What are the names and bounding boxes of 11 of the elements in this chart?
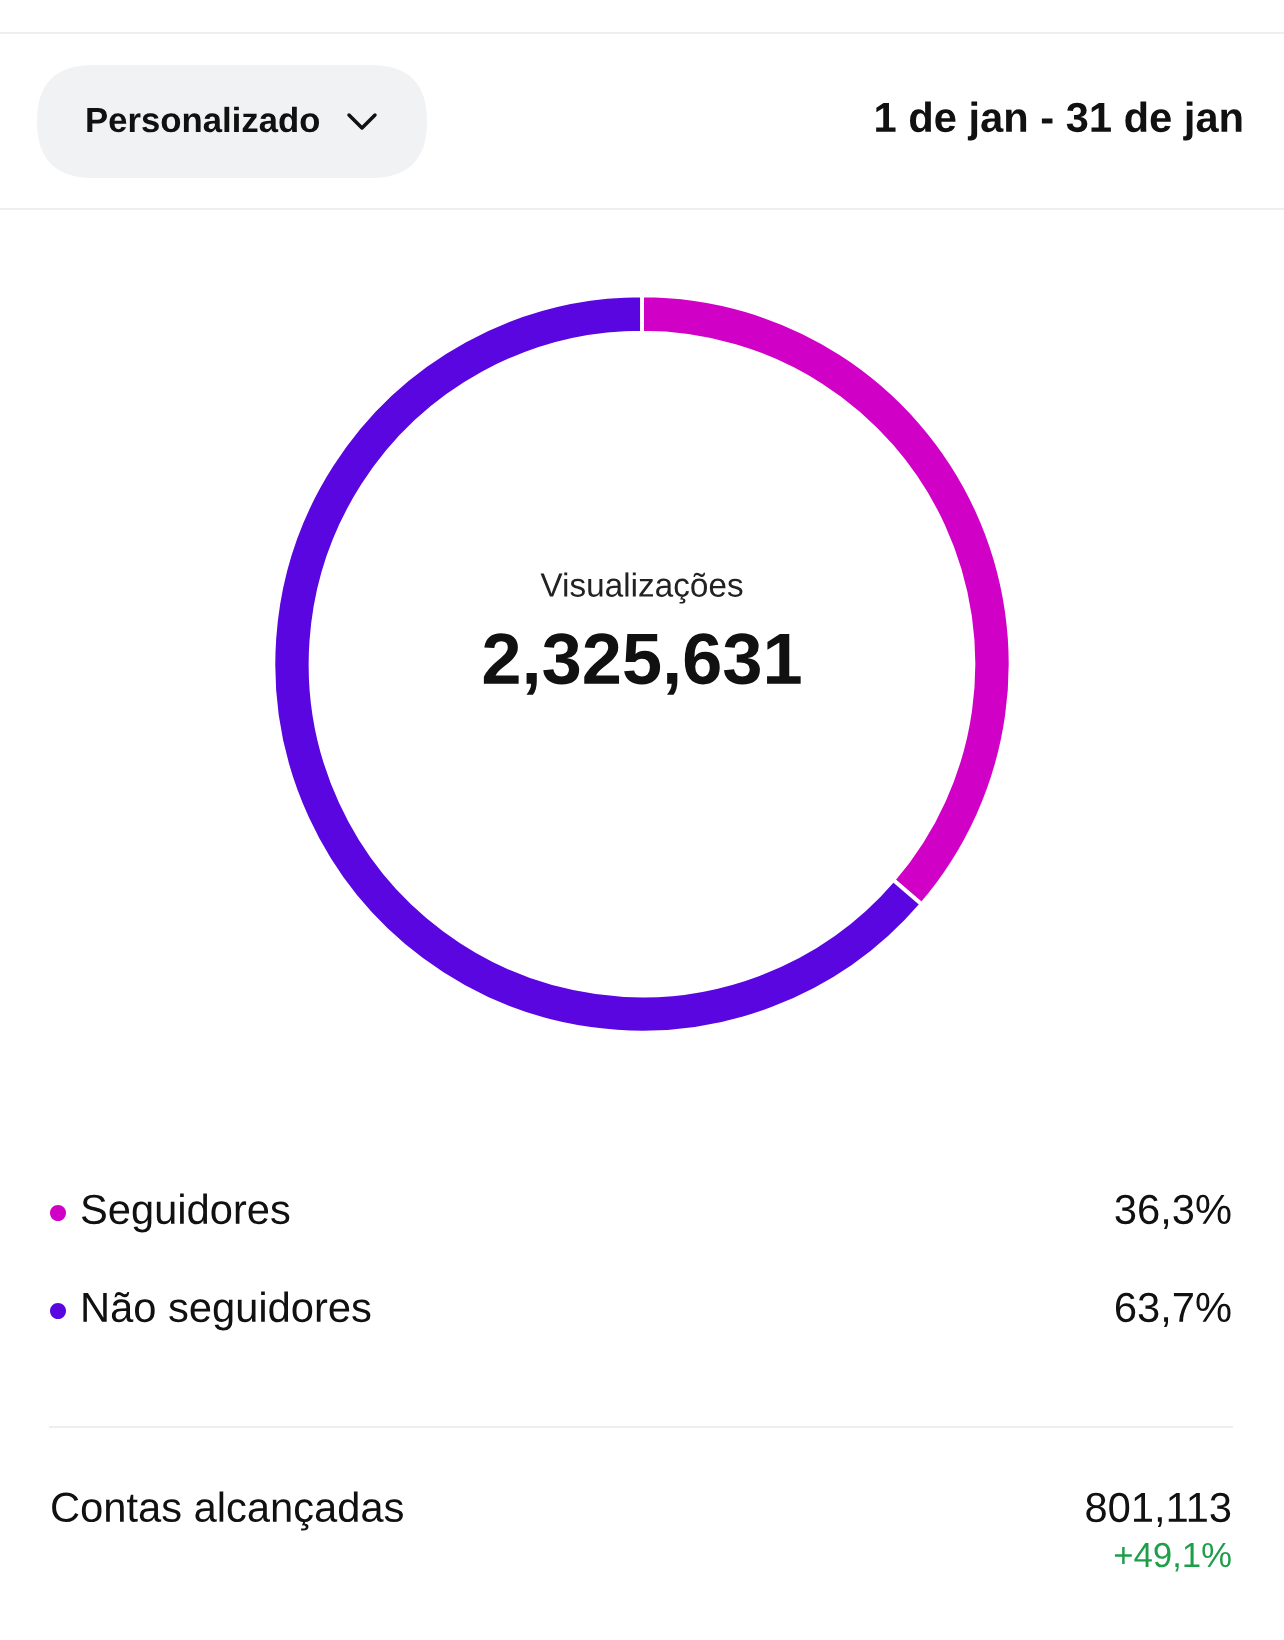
text: 1 de jan - 31 de jan bbox=[876, 101, 1242, 141]
text: Visualizações bbox=[540, 572, 743, 604]
text: +49,1% bbox=[1114, 1542, 1231, 1572]
data-label: 63,7% bbox=[1115, 1292, 1231, 1328]
legend-label: Seguidores bbox=[81, 1193, 290, 1233]
data-label: 36,3% bbox=[1115, 1194, 1231, 1230]
text: Personalizado bbox=[87, 106, 320, 133]
text: 801,113 bbox=[1086, 1492, 1231, 1528]
legend-label: Não seguidores bbox=[83, 1291, 371, 1331]
text: Contas alcançadas bbox=[52, 1491, 403, 1531]
text: 2,325,631 bbox=[483, 633, 801, 695]
